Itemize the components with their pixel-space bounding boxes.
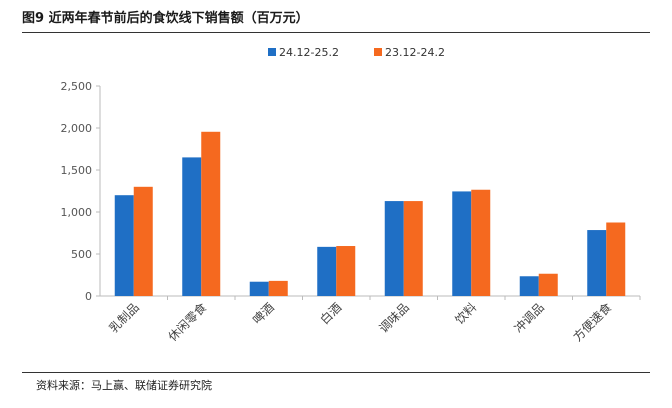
y-tick-label: 2,000 [61, 122, 93, 135]
bar-series-1 [452, 191, 472, 296]
bar-chart: 0 500 1,000 1,500 2,000 2,500 乳制品 休闲零食 啤酒 白酒 调味品 饮料… [61, 46, 641, 345]
legend-label: 24.12-25.2 [279, 46, 339, 59]
x-category-label: 白酒 [317, 300, 345, 328]
y-tick-label: 0 [85, 290, 92, 303]
legend-swatch [268, 48, 276, 56]
bar-series-1 [317, 246, 337, 296]
x-category-label: 乳制品 [107, 300, 142, 335]
bar-series-2 [606, 222, 626, 296]
x-category-label: 冲调品 [511, 300, 547, 336]
bar-series-2 [403, 201, 423, 296]
legend-label: 23.12-24.2 [385, 46, 445, 59]
figure-title: 图9 近两年春节前后的食饮线下销售额（百万元） [22, 11, 309, 26]
bar-series-1 [249, 281, 269, 296]
bar-series-2 [201, 131, 221, 296]
bar-series-2 [471, 189, 491, 296]
y-tick-label: 2,500 [61, 80, 93, 93]
legend-swatch [374, 48, 382, 56]
source-note: 资料来源：马上赢、联储证券研究院 [36, 379, 212, 392]
source-rule [22, 372, 650, 373]
x-category-label: 饮料 [452, 300, 479, 327]
y-tick-label: 1,500 [61, 164, 93, 177]
bar-series-1 [384, 201, 404, 296]
bar-series-2 [133, 186, 153, 296]
x-category-label: 方便速食 [570, 300, 615, 345]
bar-series-1 [587, 230, 607, 296]
bar-series-1 [519, 276, 539, 296]
title-rule [22, 32, 650, 33]
y-tick-label: 500 [71, 248, 92, 261]
bar-series-2 [538, 273, 558, 296]
bar-series-1 [114, 195, 134, 296]
x-category-label: 休闲零食 [165, 300, 210, 345]
x-category-label: 啤酒 [249, 300, 277, 328]
bar-series-2 [336, 246, 356, 296]
y-tick-label: 1,000 [61, 206, 93, 219]
bar-series-1 [182, 157, 202, 296]
x-category-label: 调味品 [377, 300, 412, 335]
bar-series-2 [268, 280, 288, 296]
